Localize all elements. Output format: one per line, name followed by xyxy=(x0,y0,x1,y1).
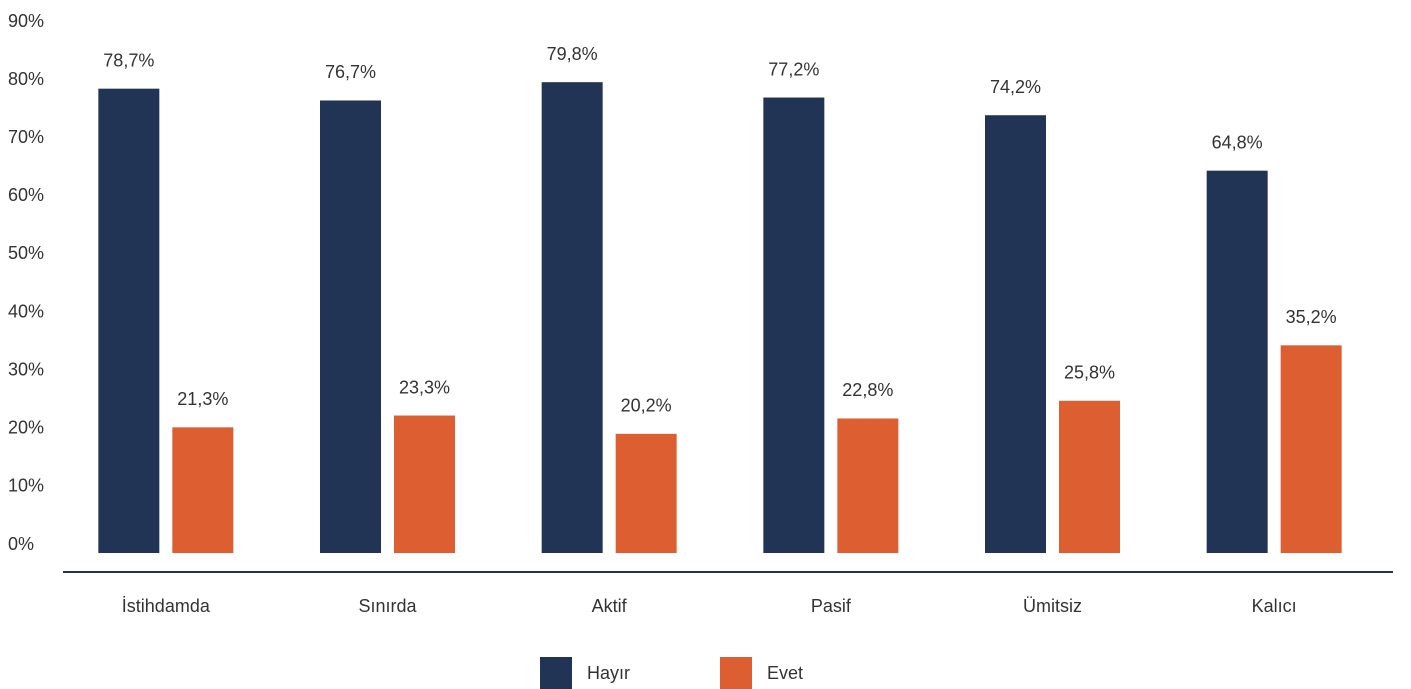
value-label: 35,2% xyxy=(1286,307,1337,327)
legend-label: Evet xyxy=(767,663,803,683)
x-tick-label: Aktif xyxy=(592,596,628,616)
y-tick-label: 40% xyxy=(8,301,44,321)
y-tick-label: 30% xyxy=(8,359,44,379)
bar xyxy=(541,82,603,554)
value-label: 76,7% xyxy=(325,62,376,82)
x-tick-label: Pasif xyxy=(811,596,852,616)
bar xyxy=(98,88,160,554)
legend-label: Hayır xyxy=(587,663,630,683)
bar xyxy=(394,415,455,553)
value-label: 79,8% xyxy=(547,44,598,64)
x-tick-label: Sınırda xyxy=(358,596,417,616)
value-label: 78,7% xyxy=(103,50,154,70)
x-tick-label: Kalıcı xyxy=(1252,596,1297,616)
bar xyxy=(763,97,825,554)
y-tick-label: 50% xyxy=(8,243,44,263)
value-label: 25,8% xyxy=(1064,363,1115,383)
x-tick-label: Ümitsiz xyxy=(1023,596,1082,616)
bar xyxy=(172,427,234,553)
y-tick-label: 90% xyxy=(8,11,44,31)
value-label: 74,2% xyxy=(990,77,1041,97)
bar xyxy=(1206,170,1268,553)
value-label: 23,3% xyxy=(399,377,450,397)
y-tick-label: 70% xyxy=(8,127,44,147)
bar xyxy=(1280,345,1342,553)
value-label: 77,2% xyxy=(768,59,819,79)
y-tick-label: 80% xyxy=(8,69,44,89)
y-tick-label: 10% xyxy=(8,476,44,496)
bar xyxy=(1059,400,1120,553)
y-tick-label: 60% xyxy=(8,185,44,205)
value-label: 22,8% xyxy=(842,380,893,400)
value-label: 64,8% xyxy=(1212,132,1263,152)
bar xyxy=(837,418,899,553)
y-tick-label: 20% xyxy=(8,418,44,438)
legend-swatch xyxy=(720,657,752,689)
bar xyxy=(320,100,381,553)
x-tick-label: İstihdamda xyxy=(122,596,211,616)
bar xyxy=(615,433,677,553)
bar xyxy=(985,115,1046,553)
value-label: 20,2% xyxy=(621,396,672,416)
value-label: 21,3% xyxy=(177,389,228,409)
legend-swatch xyxy=(540,657,572,689)
y-tick-label: 0% xyxy=(8,534,34,554)
